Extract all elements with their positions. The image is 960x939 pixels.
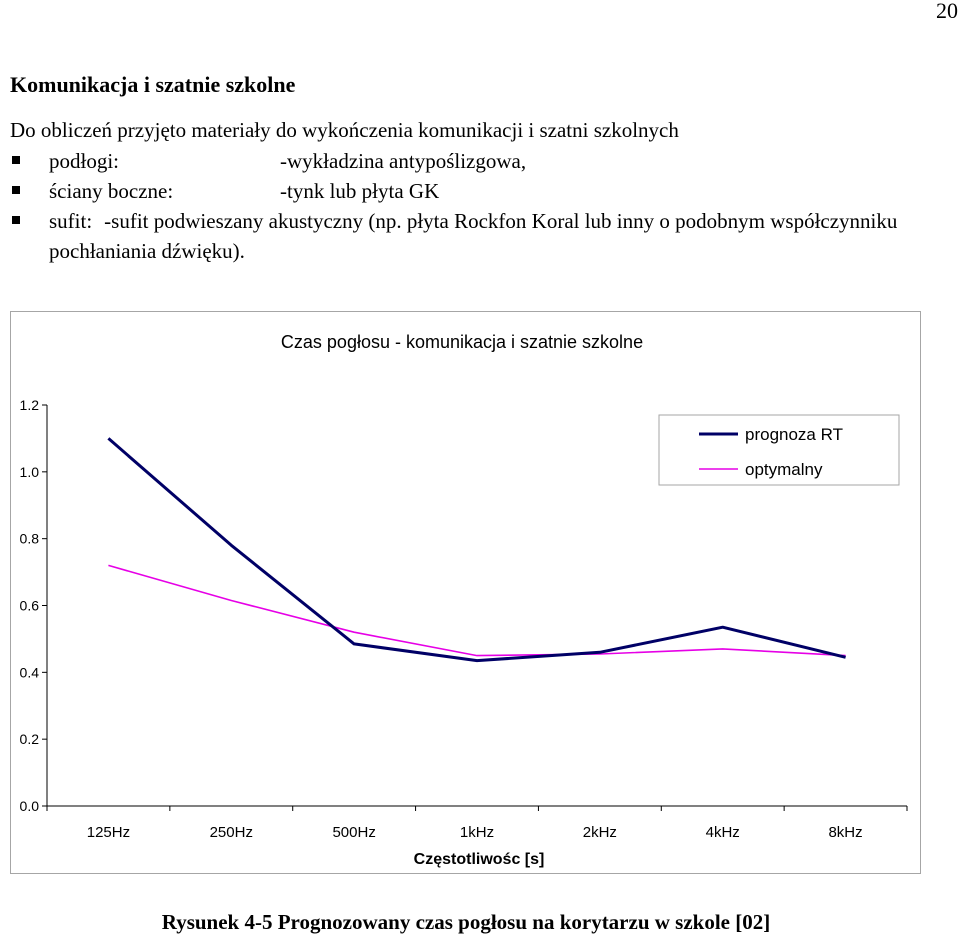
- legend-box: [658, 414, 900, 486]
- materials-list: podłogi: -wykładzina antypoślizgowa, ścia…: [10, 146, 960, 266]
- legend-label: prognoza RT: [745, 425, 843, 444]
- page-number: 20: [936, 0, 958, 23]
- bullet-label: podłogi:: [49, 149, 120, 173]
- square-bullet-icon: [12, 156, 20, 164]
- figure-caption: Rysunek 4-5 Prognozowany czas pogłosu na…: [161, 910, 771, 934]
- x-axis: 125Hz 250Hz 500Hz 1kHz 2kHz 4kHz 8kHz: [46, 805, 908, 841]
- x-tick-label: 125Hz: [87, 824, 130, 841]
- list-item: sufit: -sufit podwieszany akustyczny (np.…: [10, 206, 960, 266]
- x-tick-label: 250Hz: [210, 824, 253, 841]
- y-axis: 0.0 0.2 0.4 0.6 0.8 1.0 1.2: [20, 397, 48, 814]
- series-lines: [107, 437, 846, 663]
- chart-frame: Czas pogłosu - komunikacja i szatnie szk…: [10, 311, 921, 874]
- intro-paragraph: Do obliczeń przyjęto materiały do wykońc…: [10, 118, 679, 142]
- series-line-prognoza-rt: [107, 437, 846, 663]
- x-tick-label: 2kHz: [583, 824, 617, 841]
- bullet-value: -wykładzina antypoślizgowa,: [280, 149, 527, 173]
- list-item: podłogi: -wykładzina antypoślizgowa,: [10, 146, 960, 176]
- bullet-label: ściany boczne:: [49, 179, 174, 203]
- square-bullet-icon: [12, 216, 20, 224]
- bullet-value: -tynk lub płyta GK: [280, 179, 440, 203]
- series-line-optymalny: [108, 564, 846, 657]
- x-tick-label: 8kHz: [828, 824, 862, 841]
- y-tick-label: 0.4: [20, 664, 40, 680]
- y-tick-label: 1.0: [20, 464, 40, 480]
- reverberation-chart: Czas pogłosu - komunikacja i szatnie szk…: [20, 332, 908, 868]
- section-title: Komunikacja i szatnie szkolne: [10, 72, 296, 97]
- y-tick-label: 0.8: [20, 531, 40, 547]
- chart-title: Czas pogłosu - komunikacja i szatnie szk…: [281, 332, 643, 352]
- list-item: ściany boczne: -tynk lub płyta GK: [10, 176, 960, 206]
- y-tick-label: 1.2: [20, 397, 40, 413]
- bullet-value: -sufit podwieszany akustyczny (np. płyta…: [49, 209, 898, 263]
- x-tick-label: 1kHz: [460, 824, 494, 841]
- square-bullet-icon: [12, 186, 20, 194]
- y-tick-label: 0.2: [20, 731, 40, 747]
- legend-label: optymalny: [745, 460, 823, 479]
- y-tick-label: 0.0: [20, 798, 40, 814]
- bullet-label: sufit:: [49, 209, 93, 233]
- x-axis-label: Częstotliwośc [s]: [414, 851, 545, 868]
- x-tick-label: 4kHz: [706, 824, 740, 841]
- legend: prognoza RT optymalny: [658, 414, 900, 486]
- y-tick-label: 0.6: [20, 598, 40, 614]
- x-tick-label: 500Hz: [332, 824, 375, 841]
